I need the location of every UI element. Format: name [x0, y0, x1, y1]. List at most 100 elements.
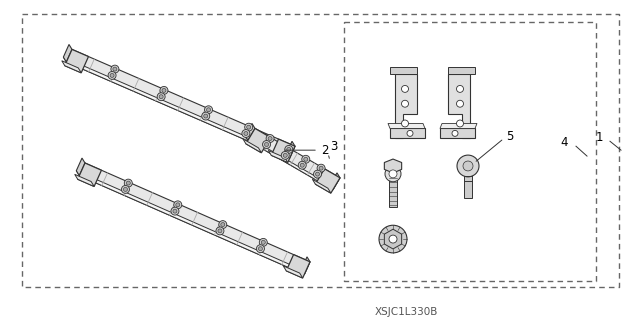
- Circle shape: [287, 147, 291, 152]
- Polygon shape: [448, 74, 470, 138]
- Circle shape: [379, 225, 407, 253]
- Polygon shape: [390, 67, 417, 74]
- Text: 1: 1: [596, 131, 604, 144]
- Polygon shape: [301, 257, 310, 274]
- Polygon shape: [390, 129, 425, 138]
- Circle shape: [159, 95, 163, 99]
- Circle shape: [264, 143, 269, 146]
- Circle shape: [110, 73, 114, 78]
- Circle shape: [389, 170, 397, 178]
- Polygon shape: [76, 158, 85, 176]
- Circle shape: [456, 120, 463, 127]
- Circle shape: [317, 164, 325, 172]
- Circle shape: [259, 238, 268, 246]
- Circle shape: [456, 100, 463, 107]
- Polygon shape: [286, 255, 310, 278]
- Text: 2: 2: [321, 144, 328, 157]
- Circle shape: [302, 155, 310, 163]
- Polygon shape: [67, 49, 295, 159]
- Polygon shape: [243, 139, 261, 153]
- Circle shape: [385, 166, 401, 182]
- Circle shape: [113, 67, 117, 71]
- Circle shape: [257, 245, 264, 253]
- Circle shape: [171, 207, 179, 215]
- Circle shape: [111, 65, 119, 73]
- Circle shape: [162, 88, 166, 93]
- Circle shape: [463, 161, 473, 171]
- Polygon shape: [448, 67, 475, 74]
- Circle shape: [207, 108, 211, 112]
- Circle shape: [268, 137, 272, 140]
- Polygon shape: [385, 229, 402, 249]
- Circle shape: [407, 130, 413, 136]
- Circle shape: [316, 172, 319, 176]
- Circle shape: [244, 123, 253, 131]
- Circle shape: [298, 161, 306, 169]
- Circle shape: [126, 181, 131, 185]
- Circle shape: [108, 71, 116, 79]
- Polygon shape: [61, 61, 81, 73]
- Circle shape: [160, 86, 168, 94]
- Circle shape: [176, 203, 180, 207]
- Polygon shape: [63, 44, 72, 62]
- Text: 4: 4: [560, 136, 568, 149]
- Polygon shape: [65, 49, 88, 73]
- Circle shape: [401, 120, 408, 127]
- Circle shape: [401, 85, 408, 93]
- Circle shape: [242, 130, 250, 137]
- Polygon shape: [63, 57, 289, 159]
- Bar: [464, 166, 472, 197]
- Circle shape: [204, 114, 208, 118]
- Circle shape: [202, 112, 210, 120]
- Circle shape: [401, 100, 408, 107]
- Circle shape: [285, 145, 292, 153]
- Circle shape: [219, 221, 227, 228]
- Polygon shape: [76, 171, 304, 274]
- Text: 5: 5: [506, 130, 513, 143]
- Polygon shape: [388, 123, 425, 129]
- Polygon shape: [440, 123, 477, 129]
- Polygon shape: [75, 174, 94, 187]
- Polygon shape: [440, 129, 475, 138]
- Polygon shape: [77, 163, 102, 187]
- Polygon shape: [395, 74, 417, 138]
- Circle shape: [284, 153, 287, 157]
- Circle shape: [221, 223, 225, 226]
- Circle shape: [457, 155, 479, 177]
- Circle shape: [122, 185, 129, 193]
- Text: 3: 3: [330, 140, 337, 153]
- Polygon shape: [248, 129, 340, 190]
- Circle shape: [261, 241, 266, 244]
- Circle shape: [173, 209, 177, 213]
- Circle shape: [262, 141, 271, 148]
- Circle shape: [389, 235, 397, 243]
- Polygon shape: [246, 129, 271, 153]
- Circle shape: [157, 93, 165, 101]
- Polygon shape: [268, 150, 288, 162]
- Circle shape: [205, 106, 212, 114]
- Circle shape: [124, 188, 127, 191]
- Circle shape: [266, 135, 274, 143]
- Bar: [389, 173, 397, 207]
- Circle shape: [304, 157, 308, 161]
- Circle shape: [259, 247, 262, 251]
- Polygon shape: [330, 173, 340, 190]
- Polygon shape: [312, 179, 331, 193]
- Polygon shape: [271, 139, 295, 162]
- Polygon shape: [284, 266, 303, 278]
- Polygon shape: [245, 123, 255, 140]
- Circle shape: [281, 152, 289, 159]
- Circle shape: [216, 227, 224, 235]
- Circle shape: [314, 170, 321, 178]
- Circle shape: [456, 85, 463, 93]
- Circle shape: [244, 131, 248, 136]
- Circle shape: [319, 166, 323, 170]
- Polygon shape: [286, 141, 295, 159]
- Polygon shape: [385, 159, 402, 173]
- Polygon shape: [79, 163, 310, 274]
- Text: XSJC1L330B: XSJC1L330B: [374, 307, 438, 317]
- Circle shape: [174, 201, 182, 209]
- Circle shape: [452, 130, 458, 136]
- Circle shape: [124, 179, 132, 187]
- Circle shape: [246, 125, 251, 129]
